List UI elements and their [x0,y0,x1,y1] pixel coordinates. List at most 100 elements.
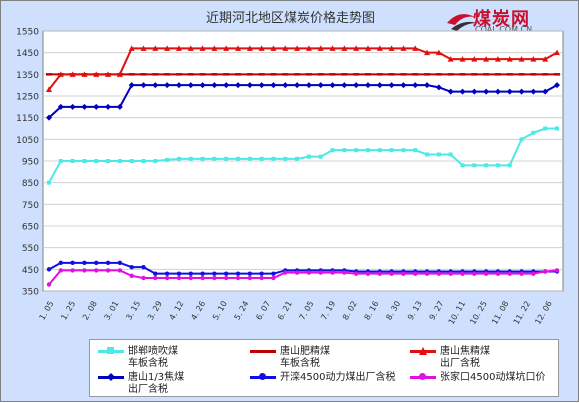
data-point [459,88,466,95]
data-point [318,154,323,159]
data-point [376,82,383,89]
data-point [258,82,265,89]
data-point [129,273,134,279]
data-point [153,275,158,281]
data-point [140,82,147,89]
data-point [46,282,52,287]
data-point [495,271,501,276]
data-point [364,82,371,89]
data-point [128,82,135,89]
data-point [376,45,383,51]
data-point [448,271,453,276]
x-tick-label: 5. 24 [233,300,251,322]
data-point [554,49,560,56]
data-point [70,159,75,163]
data-point [318,270,323,275]
x-tick-label: 6. 21 [276,300,294,322]
data-point [141,159,146,163]
data-point [212,275,217,281]
x-tick-label: 9. 27 [428,300,446,322]
data-point [141,275,146,281]
data-point [400,45,407,51]
y-tick-label: 1050 [16,136,39,146]
data-point [377,148,382,153]
data-point [106,159,111,163]
x-tick-label: 4. 12 [168,300,186,322]
data-point [175,82,182,89]
data-point [258,45,265,51]
data-point [57,71,64,77]
data-point [459,56,466,62]
data-point [436,152,441,157]
data-point [305,45,312,51]
data-point [329,82,336,89]
data-point [365,148,370,153]
data-point [164,82,171,89]
legend-label: 唐山1/3焦煤 出厂含税 [128,372,185,395]
data-point [543,126,548,131]
legend-label: 唐山焦精煤 出厂含税 [440,346,490,369]
data-point [211,45,218,51]
data-point [223,45,230,51]
data-point [542,56,549,62]
data-point [153,271,158,276]
data-point [82,268,87,273]
data-point [199,82,206,89]
y-tick-label: 850 [22,179,39,189]
data-point [518,56,525,62]
data-point [424,271,430,276]
data-point [294,82,301,89]
data-point [223,82,230,89]
data-point [484,163,489,168]
data-point [128,45,135,51]
data-point [247,275,253,281]
data-point [317,45,324,51]
data-point [283,156,288,161]
data-point [542,88,549,95]
data-point [424,82,431,89]
data-point [270,82,277,89]
data-point [69,71,76,77]
y-tick-label: 750 [22,201,39,211]
data-point [259,275,264,281]
data-point [389,148,394,153]
data-point [400,82,407,89]
y-tick-label: 450 [22,266,39,276]
x-tick-label: 12. 06 [533,300,554,327]
data-point [342,270,347,275]
data-point [483,56,490,62]
data-point [425,152,430,157]
data-point [93,103,100,110]
data-point [247,271,253,276]
data-point [188,156,193,161]
legend-label: 张家口4500动煤坑口价 [440,372,546,383]
data-point [448,152,453,157]
data-point [507,163,512,168]
data-point [329,45,336,51]
data-point [460,163,465,168]
data-point [224,271,229,276]
data-point [330,270,335,275]
data-point [117,268,123,273]
data-point [81,103,88,110]
data-point [306,270,312,275]
data-point [105,103,112,110]
data-point [282,82,289,89]
data-point [46,267,52,272]
data-point [506,56,513,62]
data-point [175,45,182,51]
data-point [506,88,513,95]
data-point [330,148,335,153]
y-tick-label: 350 [22,288,39,298]
data-point [495,163,500,168]
data-point [70,260,75,266]
data-point [57,103,64,110]
legend: 邯郸喷吹煤 车板含税 唐山肥精煤 车板含税 唐山焦精煤 出厂含税 唐山1/3焦煤… [89,339,559,397]
series-line [48,47,558,91]
data-point [270,45,277,51]
data-point [82,260,87,266]
legend-label: 邯郸喷吹煤 车板含税 [128,346,178,369]
data-point [81,71,88,77]
